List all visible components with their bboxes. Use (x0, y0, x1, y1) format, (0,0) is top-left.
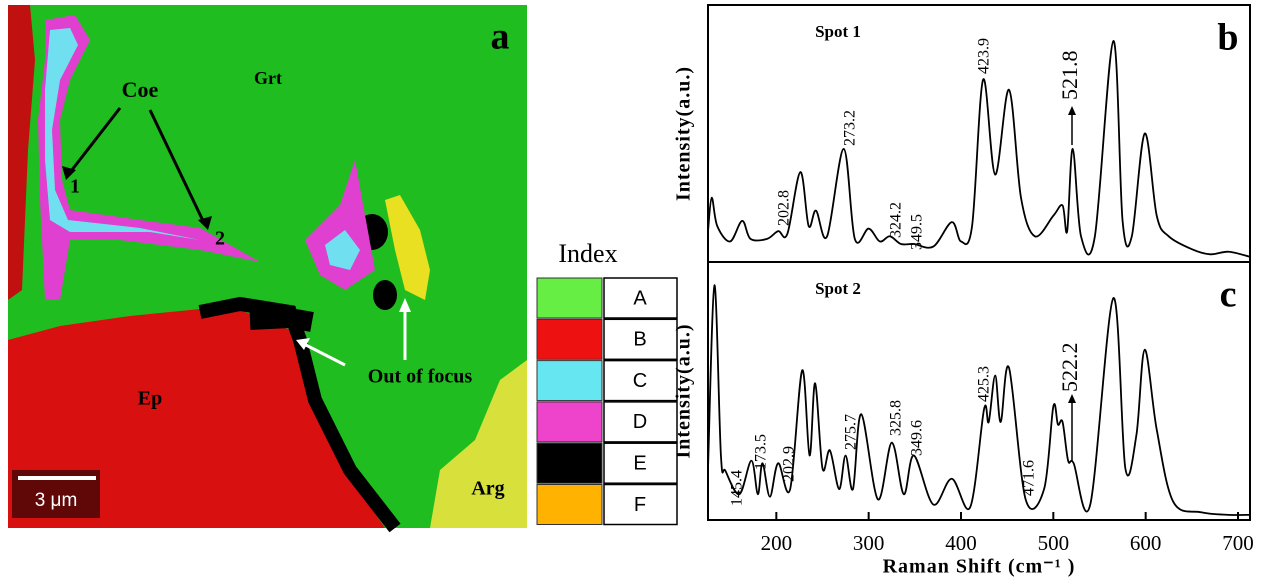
index-label-box (603, 401, 678, 443)
y-axis-label: Intensity(a.u.) (673, 66, 695, 201)
map-label: Coe (122, 77, 159, 102)
peak-label: 325.8 (888, 400, 905, 436)
arrow (66, 107, 122, 176)
peak-label: 275.7 (843, 414, 860, 450)
map-label: Grt (254, 68, 282, 88)
map-region (430, 360, 527, 528)
panel-letter: c (1220, 274, 1237, 316)
panel-letter: a (491, 16, 510, 58)
index-swatch (536, 360, 603, 402)
y-axis-label: Intensity(a.u.) (673, 323, 695, 458)
index-label-box (603, 483, 678, 526)
map-region (8, 306, 385, 528)
peak-label: 349.5 (909, 214, 926, 250)
arrowhead (1068, 106, 1076, 115)
peak-label: 145.4 (729, 470, 746, 506)
index-label: D (633, 411, 647, 433)
arrowhead (296, 338, 310, 350)
index-title: Index (558, 239, 617, 268)
x-tick-label: 700 (1222, 531, 1254, 555)
arrowhead (399, 298, 411, 312)
panel-letter: b (1217, 17, 1238, 59)
peak-label: 423.9 (976, 38, 993, 74)
map-label: 1 (70, 176, 80, 198)
spectrum-line (707, 284, 1251, 516)
map-region (249, 307, 314, 332)
peak-label: 324.2 (888, 202, 905, 238)
map-region (305, 160, 375, 290)
map-region (45, 28, 200, 240)
index-label-box (603, 277, 678, 319)
arrow (299, 340, 346, 367)
plot-frame (707, 261, 1251, 521)
map-label: 2 (215, 228, 225, 250)
peak-label: 173.5 (753, 434, 770, 470)
index-swatch (536, 401, 603, 443)
peak-label: 202.9 (781, 446, 798, 482)
index-label-box (603, 442, 678, 484)
map-region (373, 280, 397, 310)
index-swatch (536, 442, 603, 484)
index-label: A (633, 287, 647, 309)
x-axis-label: Raman Shift (cm⁻¹ ) (883, 556, 1076, 578)
arrowhead (1068, 394, 1076, 403)
x-tick-label: 600 (1130, 531, 1162, 555)
scale-bar-label: 3 μm (35, 490, 78, 511)
peak-label: 349.6 (909, 420, 926, 456)
spot-title: Spot 1 (815, 22, 861, 41)
peak-label: 521.8 (1057, 51, 1082, 101)
peak-label: 273.2 (842, 110, 859, 146)
map-label: Ep (138, 388, 162, 410)
map-label: Arg (471, 478, 504, 500)
x-tick-label: 400 (945, 531, 977, 555)
peak-label: 425.3 (976, 366, 993, 402)
arrow (148, 109, 207, 226)
index-label-box (603, 359, 678, 402)
index-swatch (536, 318, 603, 360)
index-label-box (603, 318, 678, 361)
map-label: Out of focus (368, 366, 473, 388)
map-region (8, 5, 35, 300)
map-region (385, 195, 430, 300)
arrowhead (62, 166, 76, 180)
peak-label: 202.8 (776, 190, 793, 226)
x-tick-label: 200 (761, 531, 793, 555)
spectrum-line (707, 40, 1251, 258)
peak-label: 522.2 (1057, 343, 1082, 393)
spot-title: Spot 2 (815, 279, 861, 298)
index-label: F (634, 494, 646, 516)
phase-map: a Coe Grt 1 2 Out of focus Ep Arg 3 μm (8, 5, 527, 533)
index-swatch (536, 484, 603, 525)
index-label: B (633, 329, 646, 351)
x-tick-label: 500 (1038, 531, 1070, 555)
arrowhead (198, 216, 212, 230)
x-tick-label: 300 (853, 531, 885, 555)
peak-label: 471.6 (1021, 460, 1038, 496)
index-label: C (633, 370, 647, 392)
index-swatch (536, 277, 603, 319)
map-region (325, 230, 360, 270)
index-label: E (633, 452, 646, 474)
